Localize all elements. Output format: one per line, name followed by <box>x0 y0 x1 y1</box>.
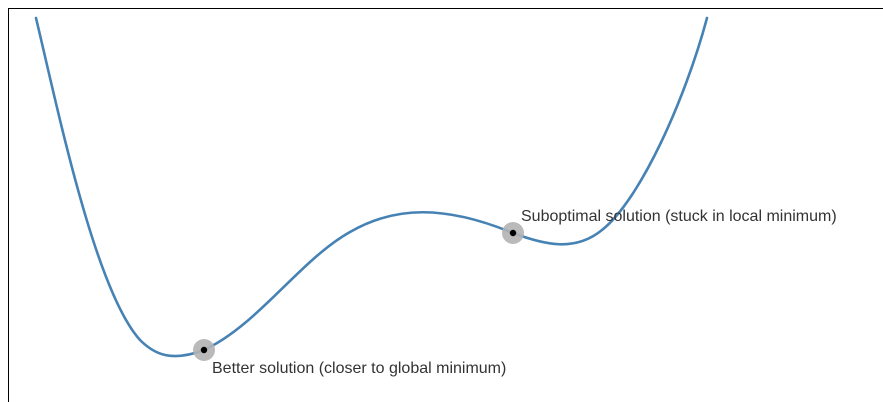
suboptimal-solution-point: Suboptimal solution (stuck in local mini… <box>502 208 837 244</box>
better-solution-label: Better solution (closer to global minimu… <box>212 360 506 377</box>
loss-curve <box>34 16 709 358</box>
better-solution-marker <box>200 346 208 354</box>
suboptimal-solution-marker <box>509 229 517 237</box>
suboptimal-solution-label: Suboptimal solution (stuck in local mini… <box>521 208 837 225</box>
better-solution-point: Better solution (closer to global minimu… <box>193 339 506 377</box>
